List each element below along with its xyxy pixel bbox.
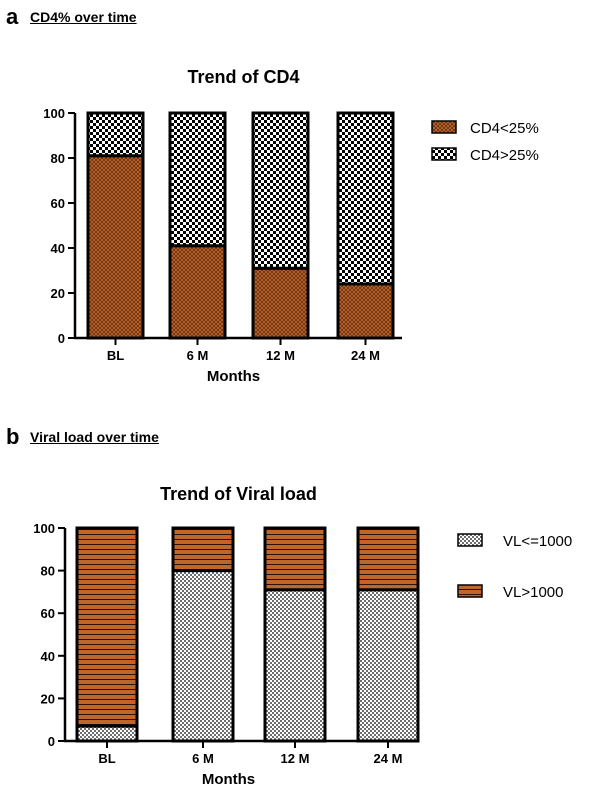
- y-tick-label: 0: [58, 331, 65, 346]
- bar-segment-VL<=1000-24 M: [356, 588, 420, 743]
- legend-label: CD4>25%: [470, 147, 539, 164]
- bar-segment-VL>1000-24 M: [356, 526, 420, 592]
- panel-letter-b: b: [6, 424, 20, 449]
- bar-segment-CD4>25%-6 M: [168, 111, 227, 248]
- legend-label: VL>1000: [503, 584, 563, 601]
- y-tick-label: 0: [48, 734, 55, 749]
- bar-segment-CD4>25%-12 M: [251, 111, 310, 270]
- bar-segment-VL<=1000-BL: [75, 724, 139, 743]
- panel-letter-a: a: [6, 4, 19, 29]
- bar-segment-CD4<25%-BL: [86, 154, 145, 340]
- panel-caption-b: Viral load over time: [30, 429, 159, 445]
- bar-segment-CD4>25%-BL: [86, 111, 145, 158]
- x-tick-label: 6 M: [187, 348, 209, 363]
- bar-segment-VL<=1000-12 M: [263, 588, 327, 743]
- y-tick-label: 100: [43, 106, 65, 121]
- x-tick-label: BL: [107, 348, 124, 363]
- bar-segment-VL<=1000-6 M: [171, 569, 235, 743]
- y-tick-label: 60: [41, 606, 55, 621]
- y-tick-label: 60: [51, 196, 65, 211]
- chart-title: Trend of Viral load: [160, 484, 317, 504]
- y-tick-label: 80: [51, 151, 65, 166]
- y-tick-label: 40: [51, 241, 65, 256]
- x-tick-label: 12 M: [281, 751, 310, 766]
- chart-title: Trend of CD4: [187, 67, 299, 87]
- x-tick-label: BL: [98, 751, 115, 766]
- y-tick-label: 80: [41, 564, 55, 579]
- x-tick-label: 24 M: [374, 751, 403, 766]
- legend-swatch-CD4>25%: [431, 147, 457, 161]
- bar-segment-CD4<25%-12 M: [251, 266, 310, 340]
- y-tick-label: 100: [33, 521, 55, 536]
- bar-segment-CD4<25%-24 M: [336, 282, 395, 340]
- bar-segment-CD4<25%-6 M: [168, 244, 227, 340]
- legend-label: CD4<25%: [470, 120, 539, 137]
- x-tick-label: 6 M: [192, 751, 214, 766]
- legend-swatch-VL<=1000: [457, 533, 483, 547]
- legend-swatch-VL>1000: [457, 584, 483, 598]
- legend-label: VL<=1000: [503, 533, 572, 550]
- y-tick-label: 20: [41, 691, 55, 706]
- bar-segment-VL>1000-6 M: [171, 526, 235, 573]
- bar-segment-VL>1000-BL: [75, 526, 139, 728]
- legend-swatch-CD4<25%: [431, 120, 457, 134]
- bar-segment-VL>1000-12 M: [263, 526, 327, 592]
- y-tick-label: 40: [41, 649, 55, 664]
- bar-segment-CD4>25%-24 M: [336, 111, 395, 286]
- x-axis-label: Months: [202, 771, 255, 788]
- x-tick-label: 12 M: [266, 348, 295, 363]
- panel-caption-a: CD4% over time: [30, 9, 137, 25]
- y-tick-label: 20: [51, 286, 65, 301]
- x-tick-label: 24 M: [351, 348, 380, 363]
- x-axis-label: Months: [207, 368, 260, 385]
